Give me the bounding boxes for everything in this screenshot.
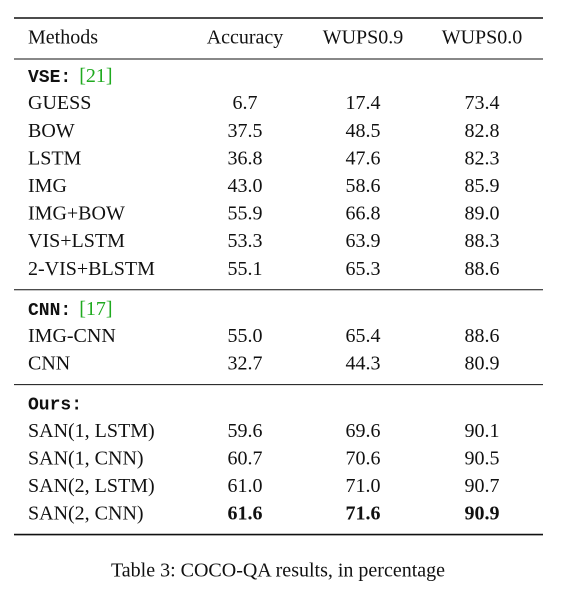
method-name: IMG-CNN (28, 325, 116, 347)
cell-value: 90.1 (465, 420, 500, 442)
cell-value: 55.0 (228, 325, 263, 347)
cell-value: 69.6 (346, 420, 381, 442)
method-name: LSTM (28, 147, 82, 169)
citation: [17] (79, 297, 112, 319)
group-label: VSE: [21] (28, 65, 113, 88)
method-name: SAN(2, LSTM) (28, 475, 155, 497)
group-name: CNN: (28, 301, 71, 321)
cell-value: 17.4 (346, 92, 381, 114)
group-label: CNN: [17] (28, 297, 113, 320)
cell-value: 59.6 (228, 420, 263, 442)
cell-value: 58.6 (346, 175, 381, 197)
cell-value: 88.3 (465, 230, 500, 252)
cell-value: 70.6 (346, 447, 381, 469)
column-header: Methods (28, 27, 98, 49)
cell-value: 66.8 (346, 203, 381, 225)
cell-value: 60.7 (228, 447, 263, 469)
cell-value: 43.0 (228, 175, 263, 197)
method-name: SAN(1, CNN) (28, 447, 144, 469)
cell-value: 82.8 (465, 120, 500, 142)
cell-value: 65.4 (346, 325, 381, 347)
method-name: IMG (28, 175, 67, 197)
column-header: WUPS0.0 (442, 27, 523, 49)
cell-value: 61.0 (228, 475, 263, 497)
column-header: WUPS0.9 (323, 27, 404, 49)
cell-value: 44.3 (346, 353, 381, 375)
cell-value: 85.9 (465, 175, 500, 197)
cell-value: 88.6 (465, 325, 500, 347)
cell-value: 55.9 (228, 203, 263, 225)
cell-value: 36.8 (228, 147, 263, 169)
cell-value: 53.3 (228, 230, 263, 252)
cell-value: 71.6 (346, 503, 381, 525)
method-name: SAN(2, CNN) (28, 503, 144, 525)
method-name: SAN(1, LSTM) (28, 420, 155, 442)
cell-value: 88.6 (465, 258, 500, 280)
cell-value: 37.5 (228, 120, 263, 142)
cell-value: 32.7 (228, 353, 263, 375)
method-name: BOW (28, 120, 75, 142)
cell-value: 80.9 (465, 353, 500, 375)
method-name: IMG+BOW (28, 203, 125, 225)
cell-value: 65.3 (346, 258, 381, 280)
column-header: Accuracy (207, 27, 284, 49)
cell-value: 89.0 (465, 203, 500, 225)
cell-value: 90.5 (465, 447, 500, 469)
cell-value: 55.1 (228, 258, 263, 280)
method-name: VIS+LSTM (28, 230, 125, 252)
group-name: VSE: (28, 68, 71, 88)
cell-value: 61.6 (228, 503, 263, 525)
caption: Table 3: COCO-QA results, in percentage (111, 560, 445, 582)
method-name: CNN (28, 353, 70, 375)
cell-value: 82.3 (465, 147, 500, 169)
group-label: Ours: (28, 395, 82, 415)
cell-value: 73.4 (465, 92, 500, 114)
group-name: Ours: (28, 395, 82, 415)
cell-value: 6.7 (233, 92, 258, 114)
cell-value: 71.0 (346, 475, 381, 497)
cell-value: 90.7 (465, 475, 500, 497)
cell-value: 48.5 (346, 120, 381, 142)
cell-value: 47.6 (346, 147, 381, 169)
method-name: 2-VIS+BLSTM (28, 258, 155, 280)
method-name: GUESS (28, 92, 91, 114)
cell-value: 90.9 (465, 503, 500, 525)
cell-value: 63.9 (346, 230, 381, 252)
citation: [21] (79, 65, 112, 87)
